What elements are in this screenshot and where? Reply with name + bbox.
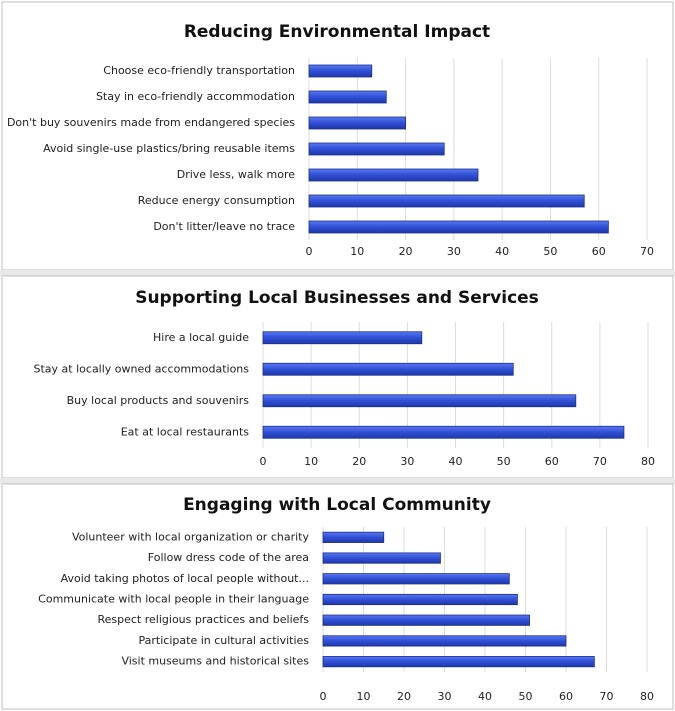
x-tick-label: 20 <box>397 690 411 703</box>
bar <box>262 394 577 408</box>
y-tick-label: Communicate with local people in their l… <box>38 593 309 606</box>
x-tick-label: 60 <box>545 455 559 468</box>
bar <box>308 116 406 130</box>
y-tick-label: Hire a local guide <box>153 331 249 344</box>
y-tick-label: Buy local products and souvenirs <box>67 394 250 407</box>
x-tick-label: 0 <box>320 690 327 703</box>
bar <box>308 64 373 78</box>
y-tick-label: Choose eco-friendly transportation <box>103 64 295 77</box>
bar <box>262 425 625 439</box>
x-tick-label: 20 <box>352 455 366 468</box>
bar <box>322 614 530 626</box>
chart-title: Reducing Environmental Impact <box>184 22 490 42</box>
y-tick-label: Don't buy souvenirs made from endangered… <box>7 116 295 129</box>
y-tick-label: Avoid single-use plastics/bring reusable… <box>43 142 295 155</box>
bar <box>308 142 445 156</box>
y-tick-label: Avoid taking photos of local people with… <box>61 572 309 585</box>
x-tick-label: 50 <box>543 245 557 258</box>
y-tick-label: Respect religious practices and beliefs <box>97 613 309 626</box>
x-tick-label: 50 <box>519 690 533 703</box>
x-tick-label: 40 <box>449 455 463 468</box>
x-tick-label: 10 <box>304 455 318 468</box>
bar <box>322 656 595 668</box>
x-tick-label: 20 <box>399 245 413 258</box>
y-tick-label: Participate in cultural activities <box>139 634 310 647</box>
x-tick-label: 50 <box>497 455 511 468</box>
x-tick-label: 70 <box>640 245 654 258</box>
y-tick-label: Eat at local restaurants <box>121 425 250 438</box>
y-tick-label: Stay in eco-friendly accommodation <box>96 90 295 103</box>
x-tick-label: 10 <box>350 245 364 258</box>
chart-title: Supporting Local Businesses and Services <box>135 288 539 308</box>
y-tick-label: Volunteer with local organization or cha… <box>72 530 310 543</box>
x-tick-label: 80 <box>641 455 655 468</box>
bar <box>308 194 585 208</box>
x-tick-label: 0 <box>306 245 313 258</box>
x-tick-label: 60 <box>559 690 573 703</box>
x-tick-label: 70 <box>600 690 614 703</box>
x-tick-label: 30 <box>447 245 461 258</box>
bar <box>308 220 609 234</box>
bar <box>262 362 514 376</box>
separator <box>0 478 675 484</box>
bar <box>322 635 567 647</box>
bar <box>322 531 385 543</box>
y-tick-label: Stay at locally owned accommodations <box>34 362 250 375</box>
x-tick-label: 40 <box>478 690 492 703</box>
y-tick-label: Visit museums and historical sites <box>121 655 309 668</box>
bar <box>322 593 518 606</box>
y-tick-label: Drive less, walk more <box>177 168 295 181</box>
chart-title: Engaging with Local Community <box>183 495 491 515</box>
y-tick-label: Reduce energy consumption <box>138 194 295 207</box>
x-tick-label: 30 <box>438 690 452 703</box>
bar <box>308 168 479 182</box>
x-tick-label: 30 <box>400 455 414 468</box>
y-tick-label: Don't litter/leave no trace <box>153 220 295 233</box>
bar <box>322 552 441 564</box>
bar <box>262 331 423 345</box>
bar <box>308 90 387 104</box>
x-tick-label: 80 <box>640 690 654 703</box>
x-tick-label: 60 <box>592 245 606 258</box>
x-tick-label: 10 <box>357 690 371 703</box>
x-tick-label: 0 <box>260 455 267 468</box>
panel <box>1 275 674 479</box>
bar <box>322 573 510 585</box>
x-tick-label: 40 <box>495 245 509 258</box>
x-tick-label: 70 <box>593 455 607 468</box>
y-tick-label: Follow dress code of the area <box>148 551 309 564</box>
separator <box>0 270 675 276</box>
